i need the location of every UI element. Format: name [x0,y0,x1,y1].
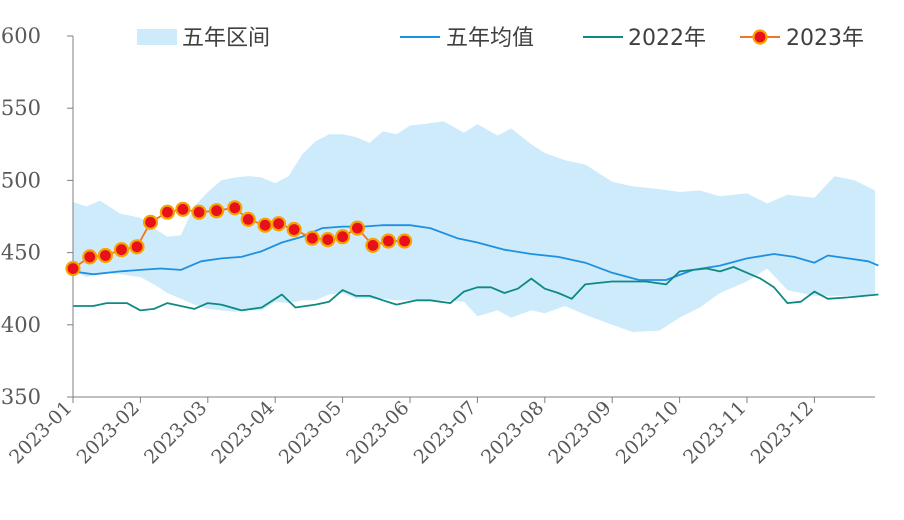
2023-point [159,204,175,220]
2022-line [73,266,879,312]
2023-point [240,211,256,227]
x-tick-label: 2023-02 [73,397,144,468]
y-tick-label: 350 [1,385,41,409]
x-tick-label: 2023-06 [342,397,413,468]
2023-point [82,249,98,265]
x-tick-label: 2023-03 [140,397,211,468]
2023-point [397,233,413,249]
axes [72,36,875,398]
2023-line [72,206,405,270]
five-year-range-band [73,121,876,332]
legend-band-label: 五年区间 [182,26,270,51]
x-tick-label: 2023-08 [477,397,548,468]
2023-point [97,247,114,264]
2023-markers [65,200,413,277]
legend-avg-label: 五年均值 [446,26,534,51]
legend-band-swatch [137,29,177,45]
2023-point [349,220,365,236]
2023-point [365,237,381,253]
2023-point [129,239,145,255]
x-tick-label: 2023-12 [747,397,818,468]
2023-point [335,229,351,245]
2023-point [227,200,243,216]
y-axis-ticks: 350 400 450 500 550 600 [1,24,73,409]
y-tick-label: 550 [1,96,41,120]
x-tick-label: 2023-05 [275,397,346,468]
legend-2023-marker [752,29,768,45]
2023-point [320,232,336,248]
x-tick-label: 2023-09 [544,397,615,468]
x-tick-label: 2023-11 [679,397,750,468]
x-tick-label: 2023-04 [207,397,278,468]
y-tick-label: 400 [1,313,41,337]
legend: 五年区间 五年均值 2022年 2023年 [137,26,864,51]
2023-point [209,203,225,219]
2023-point [142,214,159,230]
five-year-range-area [73,121,876,332]
2023-point [191,204,207,220]
x-tick-label: 2023-07 [410,397,481,468]
2023-point [286,221,302,238]
2023-point [65,260,81,277]
2023-point [113,242,130,258]
2023-point [380,233,396,249]
2023-point [271,216,287,232]
legend-2023-label: 2023年 [786,26,864,51]
five-year-average-line [72,224,879,281]
x-tick-label: 2023-10 [612,397,683,468]
legend-2022-label: 2022年 [628,26,706,51]
x-axis-ticks: 2023-012023-022023-032023-042023-052023-… [5,397,818,468]
2023-point [175,201,191,217]
y-tick-label: 600 [1,24,41,48]
y-tick-label: 450 [1,241,41,265]
2023-point [304,230,320,246]
y-tick-label: 500 [1,168,41,192]
2023-point [257,217,273,233]
series-lines [72,206,879,312]
